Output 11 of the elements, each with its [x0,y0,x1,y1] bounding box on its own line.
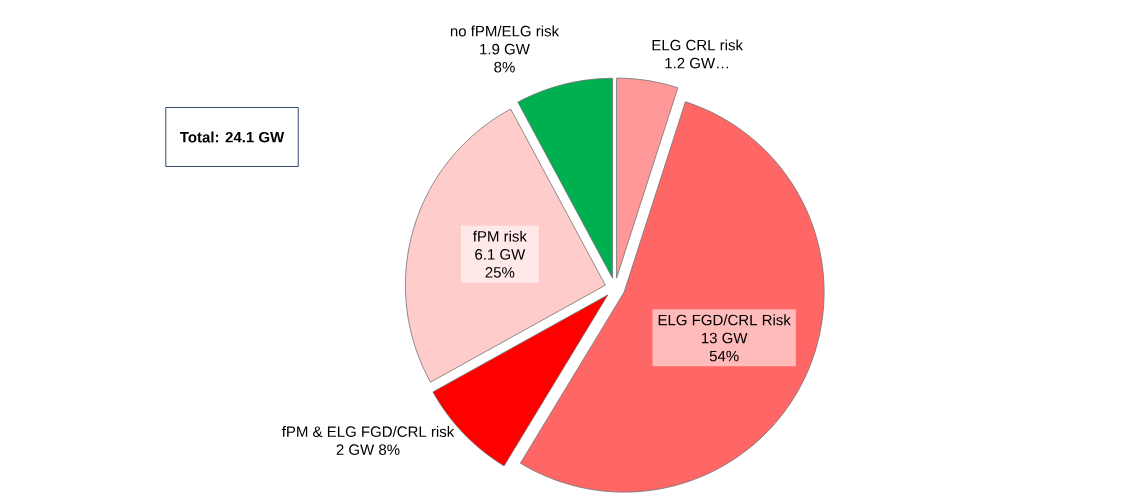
slice-label: fPM & ELG FGD/CRL risk [281,425,455,437]
data-label: 13 GW 54% [701,332,748,362]
slice-label: ELG CRL risk [652,39,744,51]
data-label: 1.2 GW… [665,57,729,69]
slice-label: ELG FGD/CRL Risk [658,314,791,326]
text: Total: 24.1 GW [179,131,285,143]
data-label: 1.9 GW 8% [480,43,530,73]
slice-label: fPM risk [473,230,527,242]
data-label: 2 GW 8% [336,444,400,455]
slice-label: no fPM/ELG risk [450,25,560,37]
data-label: 6.1 GW 25% [475,249,526,278]
